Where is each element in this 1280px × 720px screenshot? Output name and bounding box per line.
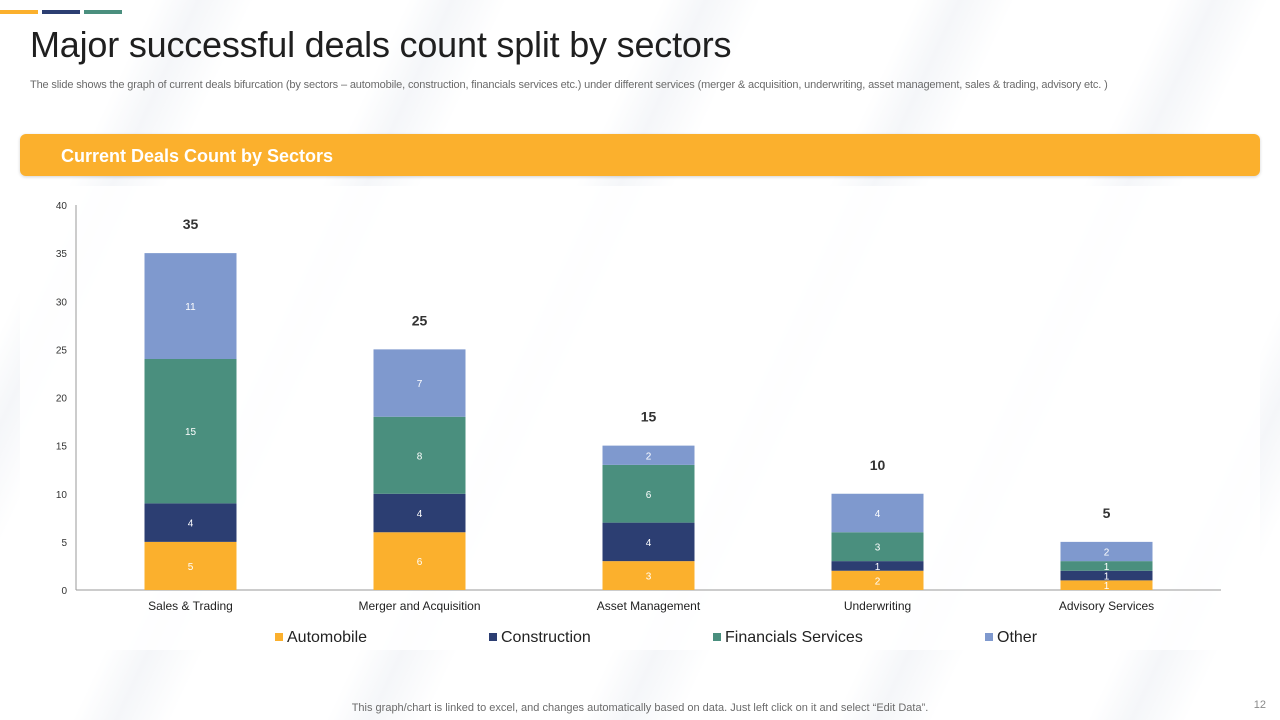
- bar-segment-automobile: [602, 561, 695, 590]
- legend-label: Automobile: [287, 629, 367, 646]
- x-tick-label: Underwriting: [844, 599, 911, 613]
- total-label: 5: [1103, 505, 1111, 521]
- banner-label: Current Deals Count by Sectors: [61, 146, 334, 166]
- data-label: 2: [875, 576, 881, 587]
- legend-swatch: [713, 633, 721, 641]
- bar-segment-construction: [1060, 570, 1153, 581]
- chart-banner: Current Deals Count by Sectors: [20, 134, 1260, 176]
- data-label: 8: [417, 451, 423, 462]
- bar-segment-financials-services: [144, 359, 237, 504]
- data-label: 4: [646, 538, 652, 549]
- legend-swatch: [275, 633, 283, 641]
- bar-segment-other: [144, 253, 237, 359]
- data-label: 5: [188, 562, 194, 573]
- y-tick-label: 30: [56, 297, 68, 308]
- y-tick-label: 25: [56, 345, 68, 356]
- x-tick-label: Sales & Trading: [148, 599, 233, 613]
- y-tick-label: 35: [56, 249, 68, 260]
- accent-bars: [0, 10, 122, 14]
- y-tick-label: 15: [56, 442, 68, 453]
- accent-bar-navy: [42, 10, 80, 14]
- bar-segment-other: [373, 349, 466, 417]
- data-label: 15: [185, 427, 197, 438]
- data-label: 1: [1104, 562, 1110, 573]
- data-label: 2: [1104, 548, 1110, 559]
- bar-segment-financials-services: [831, 532, 924, 562]
- bar-segment-other: [1060, 541, 1153, 562]
- bar-segment-automobile: [831, 570, 924, 590]
- total-label: 10: [870, 457, 886, 473]
- total-label: 35: [183, 216, 199, 232]
- slide-subtitle: The slide shows the graph of current dea…: [30, 79, 1108, 91]
- bar-segment-automobile: [1060, 580, 1153, 590]
- legend-label: Other: [997, 629, 1038, 646]
- data-label: 4: [875, 509, 881, 520]
- bar-segment-construction: [373, 493, 466, 533]
- total-label: 25: [412, 312, 428, 328]
- total-label: 15: [641, 409, 657, 425]
- y-tick-label: 0: [61, 586, 67, 597]
- legend-swatch: [489, 633, 497, 641]
- x-tick-label: Merger and Acquisition: [358, 599, 480, 613]
- y-tick-label: 20: [56, 394, 68, 405]
- data-label: 1: [1104, 572, 1110, 583]
- y-tick-label: 40: [56, 201, 68, 212]
- slide-title: Major successful deals count split by se…: [30, 24, 732, 65]
- data-label: 2: [646, 451, 652, 462]
- data-label: 1: [1104, 581, 1110, 592]
- page-number: 12: [1253, 699, 1266, 711]
- bar-segment-other: [831, 493, 924, 533]
- x-tick-label: Advisory Services: [1059, 599, 1154, 613]
- data-label: 6: [417, 557, 423, 568]
- data-label: 3: [875, 543, 881, 554]
- bar-segment-automobile: [373, 532, 466, 590]
- accent-bar-teal: [84, 10, 122, 14]
- bar-segment-automobile: [144, 541, 237, 590]
- data-label: 7: [417, 379, 423, 390]
- bar-segment-construction: [144, 503, 237, 542]
- data-label: 1: [875, 562, 881, 573]
- data-label: 4: [188, 519, 194, 530]
- bar-segment-financials-services: [1060, 561, 1153, 571]
- x-tick-label: Asset Management: [597, 599, 701, 613]
- data-label: 4: [417, 509, 423, 520]
- legend-swatch: [985, 633, 993, 641]
- bar-segment-financials-services: [602, 464, 695, 523]
- data-label: 11: [185, 302, 196, 313]
- legend-label: Construction: [501, 629, 591, 646]
- bar-segment-construction: [602, 522, 695, 562]
- legend-label: Financials Services: [725, 629, 863, 646]
- y-tick-label: 5: [61, 538, 67, 549]
- data-label: 3: [646, 572, 652, 583]
- data-label: 6: [646, 490, 652, 501]
- bar-segment-other: [602, 445, 695, 465]
- bar-segment-construction: [831, 561, 924, 571]
- footer-note: This graph/chart is linked to excel, and…: [351, 702, 929, 714]
- y-tick-label: 10: [56, 490, 68, 501]
- bar-segment-financials-services: [373, 416, 466, 494]
- accent-bar-orange: [0, 10, 38, 14]
